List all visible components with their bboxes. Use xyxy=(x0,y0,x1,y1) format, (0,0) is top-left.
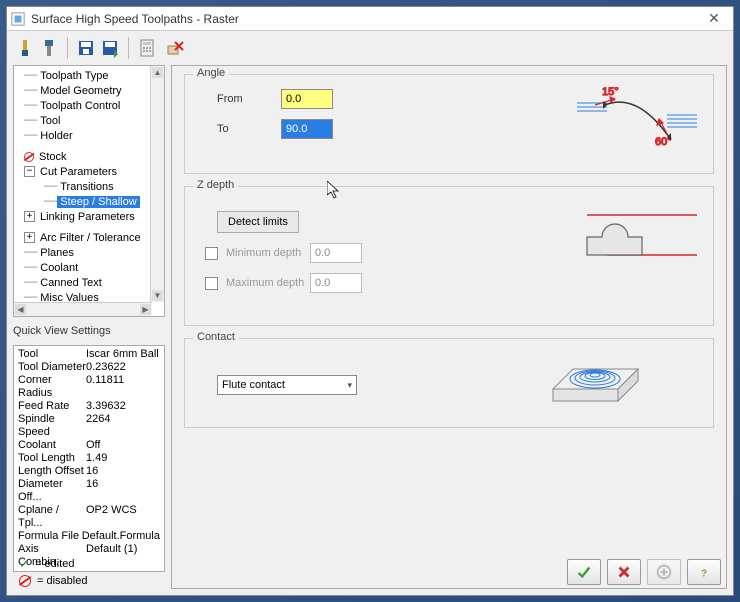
tree-item[interactable]: ──Tool xyxy=(14,113,164,128)
tree-item[interactable]: −Cut Parameters xyxy=(14,164,164,179)
footer: ✓ = edited = disabled ? xyxy=(19,557,721,587)
from-label: From xyxy=(217,93,281,105)
toolbar-separator xyxy=(67,37,68,59)
zdepth-group-title: Z depth xyxy=(193,179,238,191)
apply-button[interactable] xyxy=(647,559,681,585)
left-column: ──Toolpath Type──Model Geometry──Toolpat… xyxy=(13,65,165,589)
disabled-icon xyxy=(19,575,31,587)
save-config-icon[interactable] xyxy=(100,38,120,58)
quick-view-row: ToolIscar 6mm Ball xyxy=(18,348,160,361)
toolbar-separator xyxy=(128,37,129,59)
contact-dropdown[interactable]: Flute contact ▾ xyxy=(217,375,357,395)
tree-item[interactable]: ──Holder xyxy=(14,128,164,143)
calculator-icon[interactable] xyxy=(137,38,157,58)
max-depth-checkbox[interactable] xyxy=(205,277,218,290)
tree-item[interactable]: ──Toolpath Type xyxy=(14,68,164,83)
save-icon[interactable] xyxy=(76,38,96,58)
contact-group: Contact Flute contact ▾ xyxy=(184,338,714,428)
titlebar: Surface High Speed Toolpaths - Raster ✕ xyxy=(7,7,733,31)
angle-to-input[interactable] xyxy=(281,119,333,139)
quick-view-row: CoolantOff xyxy=(18,439,160,452)
tree-item[interactable]: ──Transitions xyxy=(14,179,164,194)
quick-view-row: Length Offset16 xyxy=(18,465,160,478)
main-area: ──Toolpath Type──Model Geometry──Toolpat… xyxy=(7,65,733,595)
zdepth-diagram xyxy=(567,197,697,270)
scroll-right-icon[interactable]: ▶ xyxy=(140,304,151,315)
scroll-down-icon[interactable]: ▼ xyxy=(152,290,163,301)
tool-icon[interactable] xyxy=(15,38,35,58)
legend-disabled-label: = disabled xyxy=(37,575,87,587)
to-label: To xyxy=(217,123,281,135)
quick-view-row: Diameter Off...16 xyxy=(18,478,160,504)
quick-view-panel: ToolIscar 6mm BallTool Diameter0.23622Co… xyxy=(13,345,165,572)
dialog-window: Surface High Speed Toolpaths - Raster ✕ … xyxy=(6,6,734,596)
quick-view-header: Quick View Settings xyxy=(13,323,165,339)
settings-panel: Angle From To xyxy=(171,65,727,589)
max-depth-input xyxy=(310,273,362,293)
app-icon xyxy=(11,12,25,26)
angle-group: Angle From To xyxy=(184,74,714,174)
quick-view-row: Feed Rate3.39632 xyxy=(18,400,160,413)
footer-buttons: ? xyxy=(567,559,721,585)
angle-group-title: Angle xyxy=(193,67,229,79)
tree-vscrollbar[interactable]: ▲ ▼ xyxy=(150,66,164,302)
help-button[interactable]: ? xyxy=(687,559,721,585)
window-title: Surface High Speed Toolpaths - Raster xyxy=(31,12,699,26)
ok-button[interactable] xyxy=(567,559,601,585)
legend: ✓ = edited = disabled xyxy=(19,557,87,587)
tree-item[interactable]: ──Coolant xyxy=(14,260,164,275)
max-depth-label: Maximum depth xyxy=(226,277,310,289)
delete-ops-icon[interactable] xyxy=(165,38,185,58)
zdepth-group: Z depth Detect limits Minimum depth Maxi… xyxy=(184,186,714,326)
tree-item[interactable]: ──Steep / Shallow xyxy=(14,194,164,209)
quick-view-row: Tool Length1.49 xyxy=(18,452,160,465)
tree-item[interactable]: ──Canned Text xyxy=(14,275,164,290)
contact-group-title: Contact xyxy=(193,331,239,343)
quick-view-row: Formula FileDefault.Formula xyxy=(18,530,160,543)
check-icon: ✓ xyxy=(19,557,29,571)
tree-item[interactable]: ──Toolpath Control xyxy=(14,98,164,113)
tree-panel: ──Toolpath Type──Model Geometry──Toolpat… xyxy=(13,65,165,317)
tree-item[interactable]: ──Model Geometry xyxy=(14,83,164,98)
legend-edited-label: = edited xyxy=(35,558,74,570)
holder-icon[interactable] xyxy=(39,38,59,58)
parameter-tree[interactable]: ──Toolpath Type──Model Geometry──Toolpat… xyxy=(14,66,164,307)
quick-view-row: Corner Radius0.11811 xyxy=(18,374,160,400)
detect-limits-button[interactable]: Detect limits xyxy=(217,211,299,233)
quick-view-row: Spindle Speed2264 xyxy=(18,413,160,439)
scroll-up-icon[interactable]: ▲ xyxy=(152,67,163,78)
tree-item[interactable]: Stock xyxy=(14,149,164,164)
contact-dropdown-value: Flute contact xyxy=(222,379,285,391)
close-button[interactable]: ✕ xyxy=(699,8,729,30)
tree-item[interactable]: +Arc Filter / Tolerance xyxy=(14,230,164,245)
angle-from-input[interactable] xyxy=(281,89,333,109)
quick-view-row: Tool Diameter0.23622 xyxy=(18,361,160,374)
min-depth-input xyxy=(310,243,362,263)
scroll-left-icon[interactable]: ◀ xyxy=(15,304,26,315)
cancel-button[interactable] xyxy=(607,559,641,585)
min-depth-checkbox[interactable] xyxy=(205,247,218,260)
tree-item[interactable]: +Linking Parameters xyxy=(14,209,164,224)
chevron-down-icon: ▾ xyxy=(347,380,352,391)
svg-text:15°: 15° xyxy=(602,87,619,98)
tree-item[interactable]: ──Planes xyxy=(14,245,164,260)
min-depth-label: Minimum depth xyxy=(226,247,310,259)
quick-view-row: Cplane / Tpl...OP2 WCS xyxy=(18,504,160,530)
angle-diagram: 15° 60° xyxy=(577,87,697,160)
toolbar xyxy=(7,31,733,65)
svg-text:?: ? xyxy=(701,569,707,580)
contact-diagram xyxy=(543,349,653,422)
tree-hscrollbar[interactable]: ◀ ▶ xyxy=(14,302,152,316)
